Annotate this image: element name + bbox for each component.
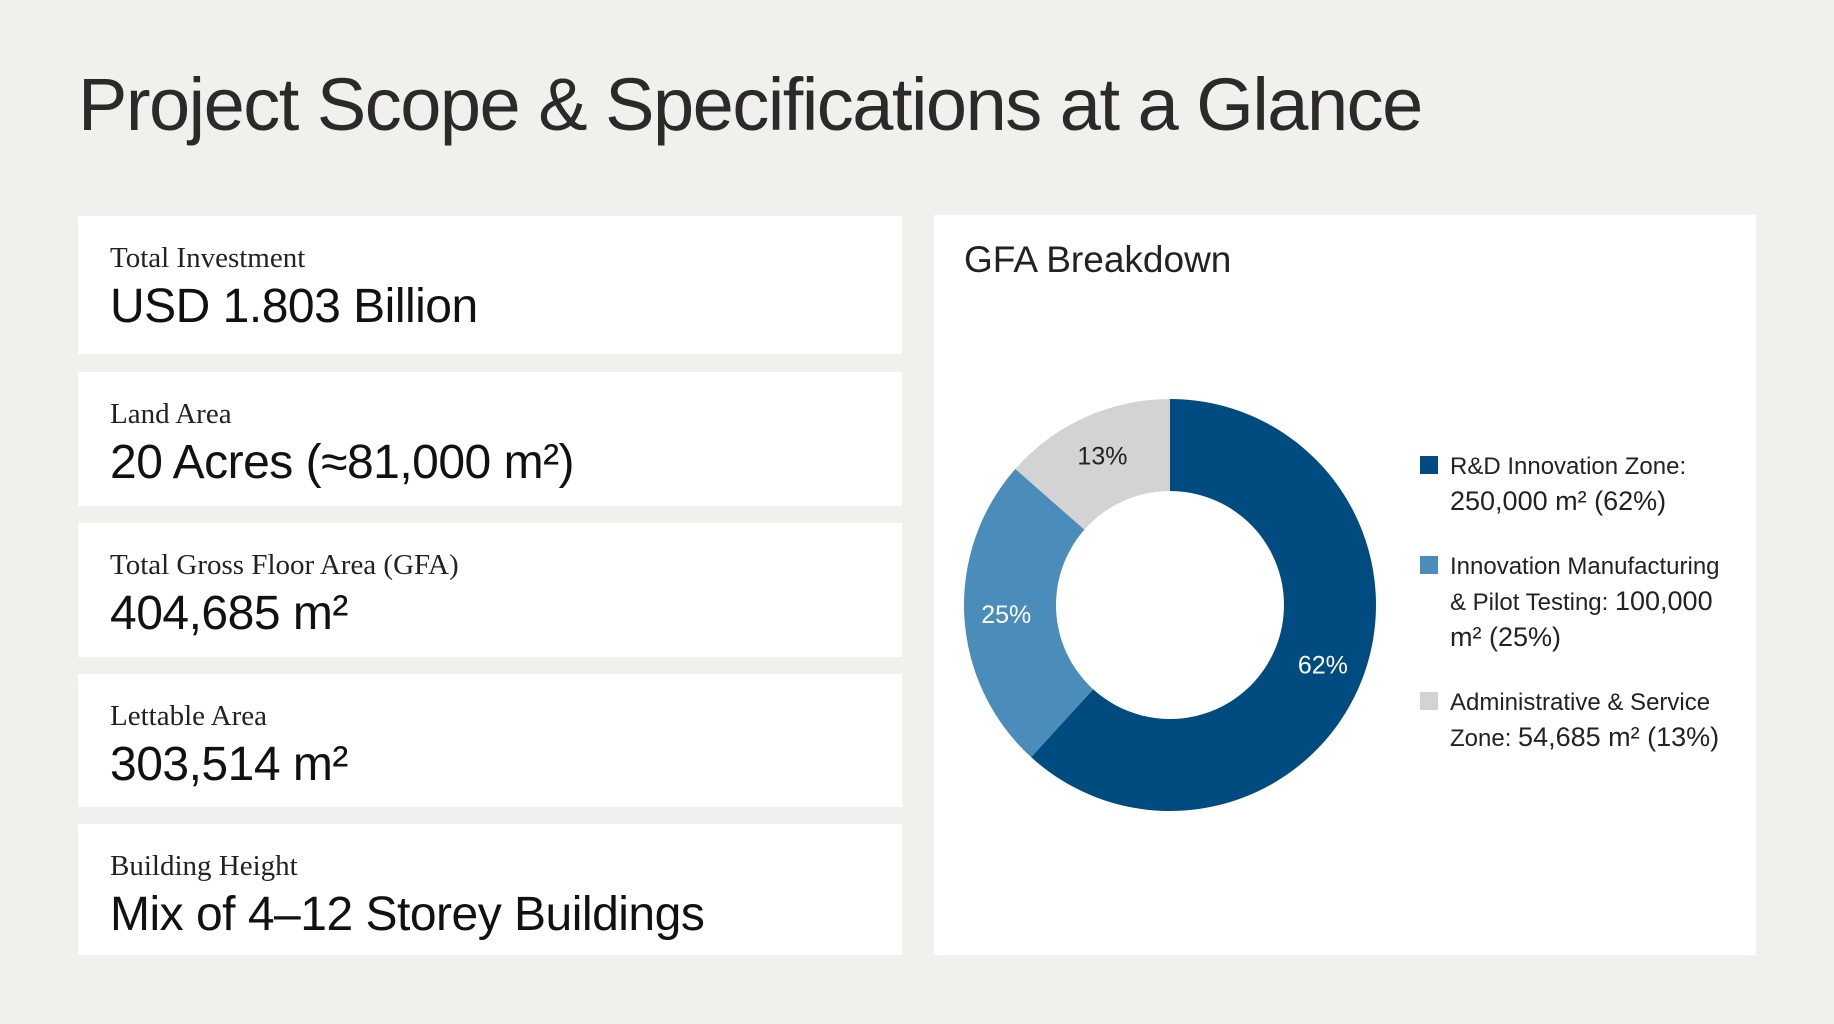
legend-value: 54,685 m² (13%): [1518, 722, 1720, 752]
card-building-height: Building Height Mix of 4–12 Storey Build…: [78, 824, 902, 955]
legend-item: Administrative & Service Zone: 54,685 m²…: [1420, 686, 1740, 756]
slice-label-0: 62%: [1298, 651, 1348, 679]
legend-swatch: [1420, 556, 1438, 574]
legend-item: R&D Innovation Zone: 250,000 m² (62%): [1420, 450, 1740, 520]
card-label: Land Area: [110, 398, 232, 430]
legend-swatch: [1420, 456, 1438, 474]
donut-chart: 62% 25% 13%: [964, 399, 1376, 811]
legend-name: R&D Innovation Zone:: [1450, 453, 1687, 480]
legend-name: Innovation Manufacturing & Pilot Testing…: [1450, 553, 1720, 616]
card-label: Total Gross Floor Area (GFA): [110, 549, 459, 581]
legend-text: Innovation Manufacturing & Pilot Testing…: [1450, 550, 1740, 656]
card-value: Mix of 4–12 Storey Buildings: [110, 888, 705, 941]
slice-label-1: 25%: [981, 601, 1031, 629]
legend-value: 100,000 m² (25%): [1450, 586, 1713, 652]
card-land-area: Land Area 20 Acres (≈81,000 m²): [78, 372, 902, 506]
card-total-investment: Total Investment USD 1.803 Billion: [78, 216, 902, 354]
chart-title: GFA Breakdown: [964, 239, 1232, 280]
card-value: 404,685 m²: [110, 587, 348, 640]
legend-swatch: [1420, 692, 1438, 710]
gfa-breakdown-panel: GFA Breakdown 62% 25% 13% R&D Innovation Z…: [934, 215, 1756, 955]
card-value: 303,514 m²: [110, 738, 348, 791]
card-lettable-area: Lettable Area 303,514 m²: [78, 674, 902, 807]
card-label: Total Investment: [110, 242, 306, 274]
legend-value: 250,000 m² (62%): [1450, 486, 1667, 516]
slice-label-2: 13%: [1077, 443, 1127, 471]
card-value: USD 1.803 Billion: [110, 280, 478, 333]
card-label: Lettable Area: [110, 700, 267, 732]
donut-slice-0: [1031, 399, 1376, 811]
page-title: Project Scope & Specifications at a Glan…: [78, 63, 1423, 146]
legend-item: Innovation Manufacturing & Pilot Testing…: [1420, 550, 1740, 656]
donut-slice-1: [964, 468, 1094, 758]
card-value: 20 Acres (≈81,000 m²): [110, 436, 575, 489]
card-label: Building Height: [110, 850, 298, 882]
chart-legend: R&D Innovation Zone: 250,000 m² (62%) Inn…: [1420, 450, 1740, 786]
legend-text: Administrative & Service Zone: 54,685 m²…: [1450, 686, 1740, 756]
legend-name: Administrative & Service Zone:: [1450, 689, 1711, 752]
card-total-gfa: Total Gross Floor Area (GFA) 404,685 m²: [78, 523, 902, 657]
legend-text: R&D Innovation Zone: 250,000 m² (62%): [1450, 450, 1740, 520]
donut-slice-2: [1015, 399, 1170, 530]
